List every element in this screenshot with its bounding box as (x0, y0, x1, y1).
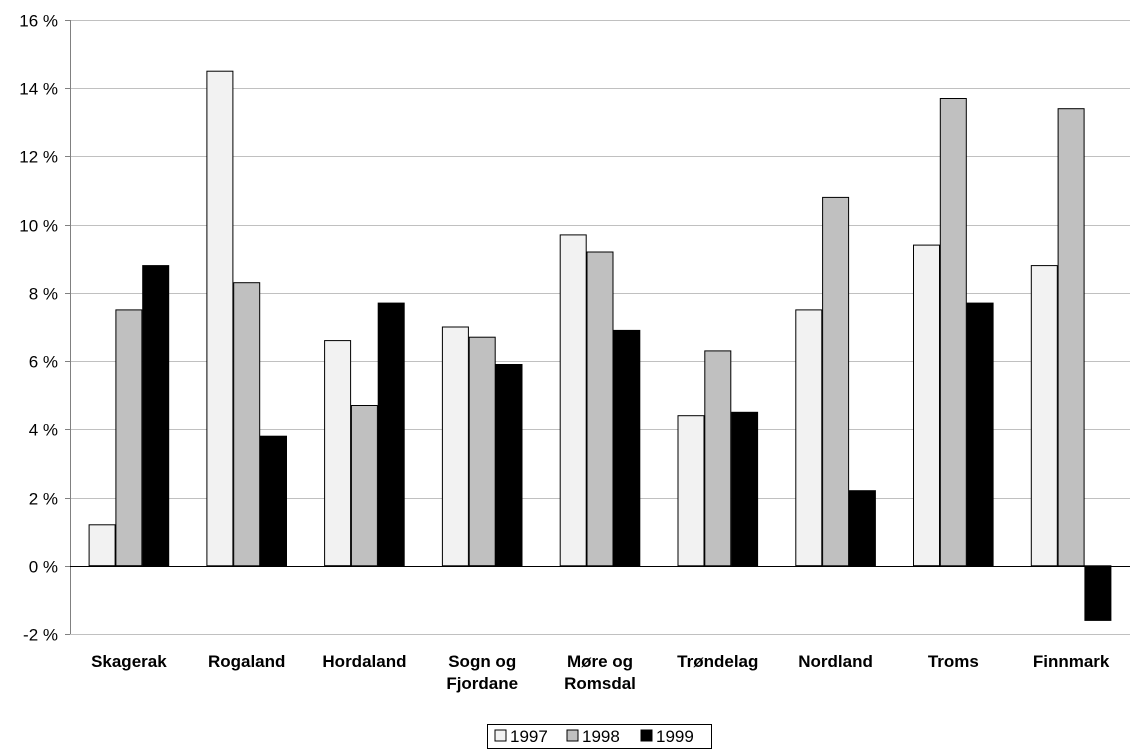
category-label: Nordland (798, 652, 873, 671)
bar-1999-7 (966, 302, 994, 567)
bar-1997-2 (324, 340, 352, 567)
bar-1997-5 (677, 415, 705, 567)
bar-1999-5 (731, 411, 759, 567)
y-tick-label: 16 % (19, 12, 58, 31)
y-axis-tick-labels: 16 % 14 % 12 % 10 % 8 % 6 % 4 % 2 % 0 % -2 % (19, 12, 58, 645)
legend-label-1997: 1997 (510, 727, 548, 746)
bar-1998-6 (822, 196, 850, 567)
bar-1998-2 (350, 405, 378, 567)
bar-1997-3 (441, 326, 469, 567)
bar-1999-6 (848, 490, 876, 567)
bar-1998-1 (233, 282, 261, 567)
bar-1999-4 (613, 329, 641, 567)
bar-1998-3 (468, 336, 496, 567)
bar-1997-0 (88, 524, 116, 567)
y-tick-label: 14 % (19, 80, 58, 99)
bar-1997-1 (206, 70, 234, 567)
bar-1997-6 (795, 309, 823, 567)
category-label: Møre og Romsdal (564, 652, 636, 693)
bar-1998-0 (115, 309, 143, 567)
category-label: Sogn og Fjordane (446, 652, 518, 693)
bar-1999-3 (495, 364, 523, 567)
category-label: Rogaland (208, 652, 285, 671)
bar-1998-5 (704, 350, 732, 567)
bar-1999-8 (1084, 565, 1112, 621)
category-label: Trøndelag (677, 652, 758, 671)
category-label: Hordaland (322, 652, 406, 671)
y-tick-label: 2 % (29, 490, 58, 509)
bars (88, 70, 1112, 621)
legend-swatch-1998 (566, 729, 579, 742)
bar-1997-7 (913, 244, 940, 567)
bar-1999-0 (142, 265, 170, 567)
bar-1997-8 (1030, 265, 1058, 567)
legend: 1997 1998 1999 (487, 724, 712, 749)
y-tick-label: 8 % (29, 285, 58, 304)
category-label: Skagerak (91, 652, 167, 671)
category-label: Finnmark (1033, 652, 1110, 671)
x-axis-category-labels: Skagerak Rogaland Hordaland Sogn og Fjordane… (91, 652, 1110, 693)
y-tick-label: 10 % (19, 217, 58, 236)
y-tick-label: 6 % (29, 353, 58, 372)
bar-1998-8 (1057, 108, 1085, 567)
bar-1998-4 (586, 251, 614, 567)
y-tick-label: 12 % (19, 148, 58, 167)
bar-1997-4 (559, 234, 587, 567)
bar-1998-7 (939, 98, 967, 567)
y-tick-label: 4 % (29, 421, 58, 440)
legend-swatch-1997 (494, 729, 507, 742)
legend-label-1998: 1998 (582, 727, 620, 746)
bar-1999-2 (377, 302, 405, 567)
y-tick-label: 0 % (29, 558, 58, 577)
axes (65, 20, 1130, 635)
legend-swatch-1999 (640, 729, 653, 742)
legend-label-1999: 1999 (656, 727, 694, 746)
bar-1999-1 (260, 435, 287, 567)
y-tick-label: -2 % (23, 626, 58, 645)
category-label: Troms (928, 652, 979, 671)
